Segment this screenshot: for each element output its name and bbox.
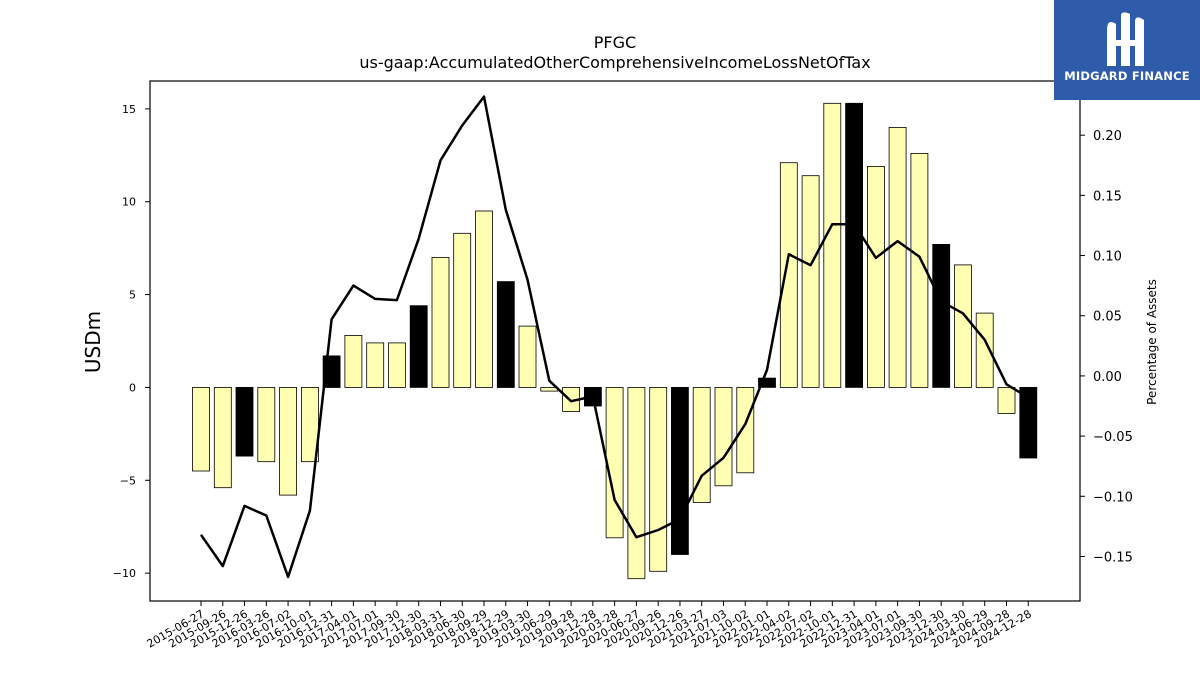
- bar-2022-01-01: [758, 377, 776, 388]
- bar-2024-09-28: [997, 386, 1016, 414]
- y2-tick-label: 0.15: [1093, 189, 1122, 204]
- chart-subtitle: us-gaap:AccumulatedOtherComprehensiveInc…: [359, 53, 870, 72]
- y-tick-label: 5: [129, 289, 136, 302]
- bar-2016-03-26: [257, 386, 276, 463]
- y2-tick-label: −0.10: [1093, 490, 1133, 505]
- y-tick-label: 10: [122, 196, 136, 209]
- bar-2018-03-31: [431, 256, 450, 388]
- bar-2017-09-30: [387, 342, 406, 388]
- bar-2020-06-27: [627, 386, 646, 580]
- y2-tick-label: 0.20: [1093, 129, 1122, 144]
- bar-2015-09-26: [213, 386, 232, 489]
- brand-logo: MIDGARD FINANCE: [1054, 0, 1200, 100]
- y2-tick-label: 0.00: [1093, 370, 1122, 385]
- bar-2024-03-30: [954, 264, 972, 388]
- bar-2017-04-01: [344, 334, 363, 388]
- bar-2016-07-02: [279, 386, 298, 496]
- y-tick-label: −10: [113, 567, 136, 580]
- y2-tick-label: −0.15: [1093, 550, 1133, 565]
- bar-2022-04-02: [779, 162, 798, 388]
- bar-2023-12-30: [932, 243, 951, 388]
- y-tick-label: −5: [120, 474, 136, 487]
- bar-2023-07-01: [888, 127, 907, 388]
- y2-tick-label: −0.05: [1093, 430, 1133, 445]
- y2-axis-label: Percentage of Assets: [1145, 279, 1159, 405]
- bar-2019-03-30: [518, 325, 537, 388]
- bar-2015-12-26: [235, 386, 254, 457]
- bar-2020-09-26: [649, 386, 668, 572]
- series-line-pct-assets: [199, 95, 1029, 579]
- bar-2021-07-03: [714, 386, 733, 487]
- y2-tick-label: 0.10: [1093, 250, 1122, 265]
- bar-2020-12-26: [671, 386, 689, 555]
- y2-tick-label: 0.05: [1093, 310, 1122, 325]
- bar-2016-10-01: [300, 386, 319, 463]
- y-tick-label: 15: [122, 103, 136, 116]
- plot-area: −10 −5 0 5 10 15 −0.15 −0.10 −0.05 0.00 0.05 0.10 0.…: [113, 80, 1133, 651]
- brand-name: MIDGARD FINANCE: [1064, 69, 1190, 83]
- bar-2021-10-02: [736, 386, 755, 474]
- bar-2023-09-30: [910, 152, 929, 388]
- chart-title: PFGC: [594, 33, 636, 52]
- bar-2024-06-29: [975, 312, 994, 388]
- bar-2017-12-30: [409, 305, 428, 388]
- bar-2022-10-01: [823, 102, 842, 388]
- bar-2022-12-31: [845, 102, 863, 388]
- bar-2017-07-01: [366, 342, 385, 388]
- y-tick-label: 0: [129, 381, 136, 394]
- bar-2023-04-01: [867, 165, 885, 388]
- bar-2018-09-29: [475, 210, 493, 388]
- bar-2024-12-28: [1019, 386, 1038, 459]
- bar-2018-06-30: [453, 232, 472, 388]
- bar-2018-12-29: [496, 281, 515, 388]
- bar-2022-07-02: [801, 175, 820, 388]
- y-axis-label: USDm: [81, 311, 105, 373]
- brand-mark-icon: [1107, 12, 1144, 66]
- bar-2015-06-27: [192, 386, 210, 472]
- bar-2020-03-28: [605, 386, 624, 539]
